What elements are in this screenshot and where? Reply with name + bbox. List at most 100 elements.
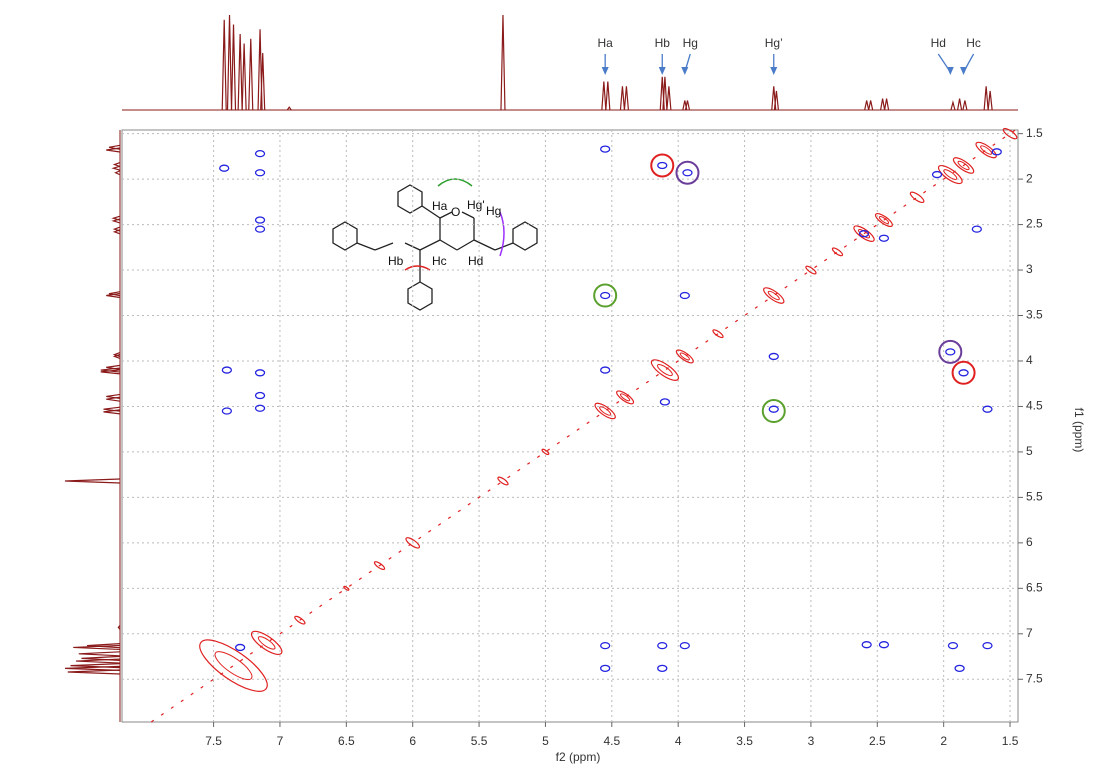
y-tick-label: 3.5 [1026,308,1043,322]
top-peak [606,82,610,111]
y-tick-label: 2 [1026,171,1033,185]
x-axis-label: f2 (ppm) [556,750,601,764]
top-peak [238,34,242,110]
cross-peak [256,405,265,411]
noe-arrow [438,179,472,186]
diagonal-peak [593,401,617,422]
top-peak [249,39,253,110]
structure-label: Hb [388,254,404,268]
x-tick-label: 1.5 [1002,734,1019,748]
top-peak [232,25,236,111]
peak-annotation: Ha [598,36,614,50]
y-tick-label: 4.5 [1026,399,1043,413]
top-peak [620,86,624,110]
cross-peak [680,643,689,649]
cross-peak [658,643,667,649]
left-peak [104,407,121,411]
cross-peak [601,643,610,649]
top-peak [602,82,606,111]
nmr-figure: Ha O Hg' Hg Hb Hc Hd f2 (ppm) f1 (ppm) 7… [0,0,1094,766]
cross-peak [601,293,610,299]
cross-peak [683,170,692,176]
cross-peak [769,406,778,412]
cross-peak [658,162,667,168]
bond [495,243,513,250]
annotation-arrowhead [947,67,954,75]
diagonal-peak-contour [656,363,674,378]
cross-peak [879,642,888,648]
x-tick-label: 5.5 [471,734,488,748]
x-tick-label: 6.5 [338,734,355,748]
x-tick-label: 5 [542,734,549,748]
highlight-circle [763,400,785,422]
cross-peak [220,165,229,171]
cross-peak [879,235,888,241]
y-tick-label: 6 [1026,535,1033,549]
diagonal-peak [248,627,285,658]
highlight-circle [676,162,698,184]
structure: Ha O Hg' Hg Hb Hc Hd [333,179,537,310]
annotation-arrowhead [602,67,609,75]
top-peak [663,77,667,110]
y-tick-label: 3 [1026,262,1033,276]
annotation-arrowhead [960,67,967,75]
top-peak [865,101,869,111]
top-peak [667,86,671,110]
top-peak [881,99,885,110]
top-peak [624,86,628,110]
diagonal-peak [762,285,786,306]
structure-label: Hc [432,254,447,268]
cross-peak [256,217,265,223]
cross-peak [236,644,245,650]
ring [408,282,432,310]
top-peak [958,99,962,110]
cross-peak [601,146,610,152]
noe-arrow [500,212,504,256]
top-peak [685,101,689,111]
top-peak [774,91,778,110]
highlight-circle [953,362,975,384]
left-peak [115,163,121,167]
diagonal-peak-contour [943,168,959,181]
top-peak [228,15,232,110]
ring [513,222,537,250]
x-tick-label: 7 [277,734,284,748]
cross-peak [222,367,231,373]
annotation-arrowhead [659,67,666,75]
left-peak [113,216,120,220]
annotation-arrowhead [770,67,777,75]
bond [357,243,375,250]
cross-peak [256,170,265,176]
cross-peak [222,408,231,414]
cross-peak [256,370,265,376]
x-tick-label: 7.5 [205,734,222,748]
cross-peak [862,642,871,648]
x-tick-label: 3 [808,734,815,748]
x-tick-label: 3.5 [736,734,753,748]
y-tick-label: 2.5 [1026,217,1043,231]
cross-peak [946,349,955,355]
top-peak [222,20,226,110]
diagonal-peak [1002,127,1018,141]
bond [440,240,457,250]
bond [474,240,495,250]
left-peak [109,145,120,149]
ring [333,222,357,250]
cross-peak [658,665,667,671]
structure-label: O [451,205,460,219]
diagonal-peak-contour [767,290,780,301]
bond [457,240,474,250]
x-tick-label: 4 [675,734,682,748]
cross-peak [769,353,778,359]
ring [398,185,422,213]
structure-label: Hg [486,204,501,218]
highlight-circle [939,341,961,363]
bond [462,212,474,218]
structure-label: Hd [468,254,483,268]
diagonal-peak [831,247,843,257]
diagonal-peak [615,389,635,406]
cross-peak [948,643,957,649]
cross-peak [983,643,992,649]
x-tick-label: 2 [940,734,947,748]
top-peak [869,101,873,111]
